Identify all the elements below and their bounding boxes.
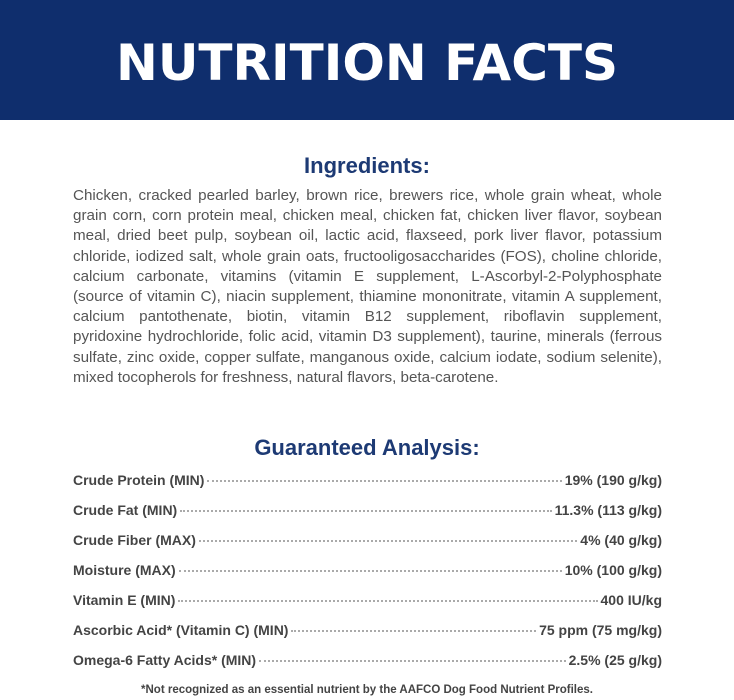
row-value: 10% (100 g/kg)	[564, 562, 662, 578]
row-value: 400 IU/kg	[600, 592, 662, 608]
analysis-row: Moisture (MAX) 10% (100 g/kg)	[73, 562, 662, 592]
analysis-row: Crude Fiber (MAX) 4% (40 g/kg)	[73, 532, 662, 562]
dot-leader	[178, 600, 598, 602]
row-label: Vitamin E (MIN)	[73, 592, 176, 608]
analysis-row: Crude Protein (MIN) 19% (190 g/kg)	[73, 472, 662, 502]
dot-leader	[207, 480, 562, 482]
row-value: 2.5% (25 g/kg)	[568, 652, 662, 668]
analysis-row: Omega-6 Fatty Acids* (MIN) 2.5% (25 g/kg)	[73, 652, 662, 682]
row-label: Crude Fat (MIN)	[73, 502, 178, 518]
row-label: Moisture (MAX)	[73, 562, 176, 578]
dot-leader	[180, 510, 552, 512]
row-label: Ascorbic Acid* (Vitamin C) (MIN)	[73, 622, 289, 638]
row-label: Omega-6 Fatty Acids* (MIN)	[73, 652, 257, 668]
row-value: 75 ppm (75 mg/kg)	[539, 622, 662, 638]
analysis-row: Vitamin E (MIN) 400 IU/kg	[73, 592, 662, 622]
ingredients-text: Chicken, cracked pearled barley, brown r…	[73, 187, 662, 386]
analysis-row: Crude Fat (MIN) 11.3% (113 g/kg)	[73, 502, 662, 532]
footnote: *Not recognized as an essential nutrient…	[141, 684, 593, 696]
row-label: Crude Protein (MIN)	[73, 472, 205, 488]
dot-leader	[259, 660, 566, 662]
page-title: NUTRITION FACTS	[115, 34, 619, 92]
dot-leader	[178, 570, 562, 572]
dot-leader	[198, 540, 578, 542]
row-value: 4% (40 g/kg)	[580, 532, 662, 548]
row-label: Crude Fiber (MAX)	[73, 532, 196, 548]
analysis-heading: Guaranteed Analysis:	[254, 435, 480, 460]
analysis-row: Ascorbic Acid* (Vitamin C) (MIN) 75 ppm (…	[73, 622, 662, 652]
row-value: 19% (190 g/kg)	[564, 472, 662, 488]
row-value: 11.3% (113 g/kg)	[554, 502, 662, 518]
title-banner: NUTRITION FACTS	[0, 0, 734, 120]
ingredients-heading: Ingredients:	[304, 153, 430, 178]
dot-leader	[291, 630, 537, 632]
analysis-table: Crude Protein (MIN) 19% (190 g/kg) Crude …	[73, 472, 662, 682]
